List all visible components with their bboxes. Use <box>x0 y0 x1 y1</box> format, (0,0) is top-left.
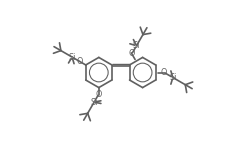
Text: Si: Si <box>133 41 140 50</box>
Text: Si: Si <box>68 52 76 62</box>
Text: O: O <box>96 90 102 99</box>
Text: Si: Si <box>90 98 98 107</box>
Text: O: O <box>77 57 83 66</box>
Text: O: O <box>161 68 167 77</box>
Text: Si: Si <box>169 73 177 82</box>
Text: O: O <box>129 49 135 58</box>
